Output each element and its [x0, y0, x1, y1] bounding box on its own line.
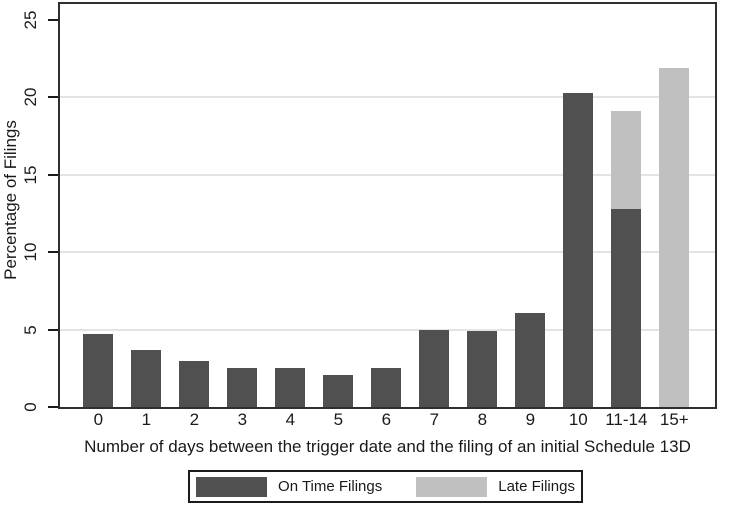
plot-area — [58, 2, 717, 409]
x-tick-label-7: 7 — [429, 410, 440, 429]
x-tick-label-10: 10 — [568, 410, 588, 429]
bar-7-on-time-filings — [419, 329, 450, 407]
y-tick-label: 15 — [21, 165, 40, 185]
x-tick-label-9: 9 — [525, 410, 536, 429]
bar-15+-late-filings — [659, 68, 690, 407]
bar-10-on-time-filings — [563, 92, 594, 407]
legend: On Time Filings Late Filings — [188, 470, 583, 503]
x-tick-label-5: 5 — [333, 410, 344, 429]
y-tick — [48, 19, 58, 21]
x-tick-label-4: 4 — [285, 410, 296, 429]
gridline — [60, 328, 715, 331]
x-tick-label-6: 6 — [381, 410, 392, 429]
legend-swatch-on-time-filings — [196, 476, 268, 497]
legend-label-on-time-filings: On Time Filings — [278, 478, 383, 495]
x-tick-label-1: 1 — [141, 410, 152, 429]
legend-item-late-filings: Late Filings — [416, 476, 575, 497]
y-axis-title: Percentage of Filings — [1, 120, 20, 280]
x-tick-label-3: 3 — [237, 410, 248, 429]
legend-item-on-time-filings: On Time Filings — [196, 476, 383, 497]
bar-1-on-time-filings — [131, 349, 162, 407]
y-tick-label: 10 — [21, 242, 40, 262]
gridline — [60, 96, 715, 99]
bar-11-14-late-filings — [611, 111, 642, 209]
y-tick-label: 20 — [21, 87, 40, 107]
x-tick-label-2: 2 — [189, 410, 200, 429]
bar-11-14-on-time-filings — [611, 208, 642, 407]
gridline — [60, 251, 715, 254]
x-tick-label-0: 0 — [93, 410, 104, 429]
gridline — [60, 173, 715, 176]
bar-9-on-time-filings — [515, 312, 546, 407]
bar-5-on-time-filings — [323, 374, 354, 407]
y-tick-label: 5 — [21, 324, 40, 335]
x-tick-label-8: 8 — [477, 410, 488, 429]
bar-3-on-time-filings — [227, 368, 258, 407]
bar-2-on-time-filings — [179, 360, 210, 407]
bar-4-on-time-filings — [275, 368, 306, 407]
y-tick — [48, 406, 58, 408]
x-tick-label-15+: 15+ — [659, 410, 689, 429]
y-tick — [48, 173, 58, 176]
x-tick-label-11-14: 11-14 — [605, 410, 648, 429]
y-tick — [48, 328, 58, 331]
y-tick-label: 0 — [21, 402, 40, 412]
legend-label-late-filings: Late Filings — [498, 478, 575, 495]
y-tick — [48, 251, 58, 254]
bar-8-on-time-filings — [467, 331, 498, 407]
bar-0-on-time-filings — [83, 334, 114, 407]
legend-swatch-late-filings — [416, 476, 488, 497]
x-axis-title: Number of days between the trigger date … — [84, 437, 691, 456]
y-tick-label: 25 — [21, 10, 40, 30]
bar-6-on-time-filings — [371, 368, 402, 407]
y-tick — [48, 96, 58, 99]
